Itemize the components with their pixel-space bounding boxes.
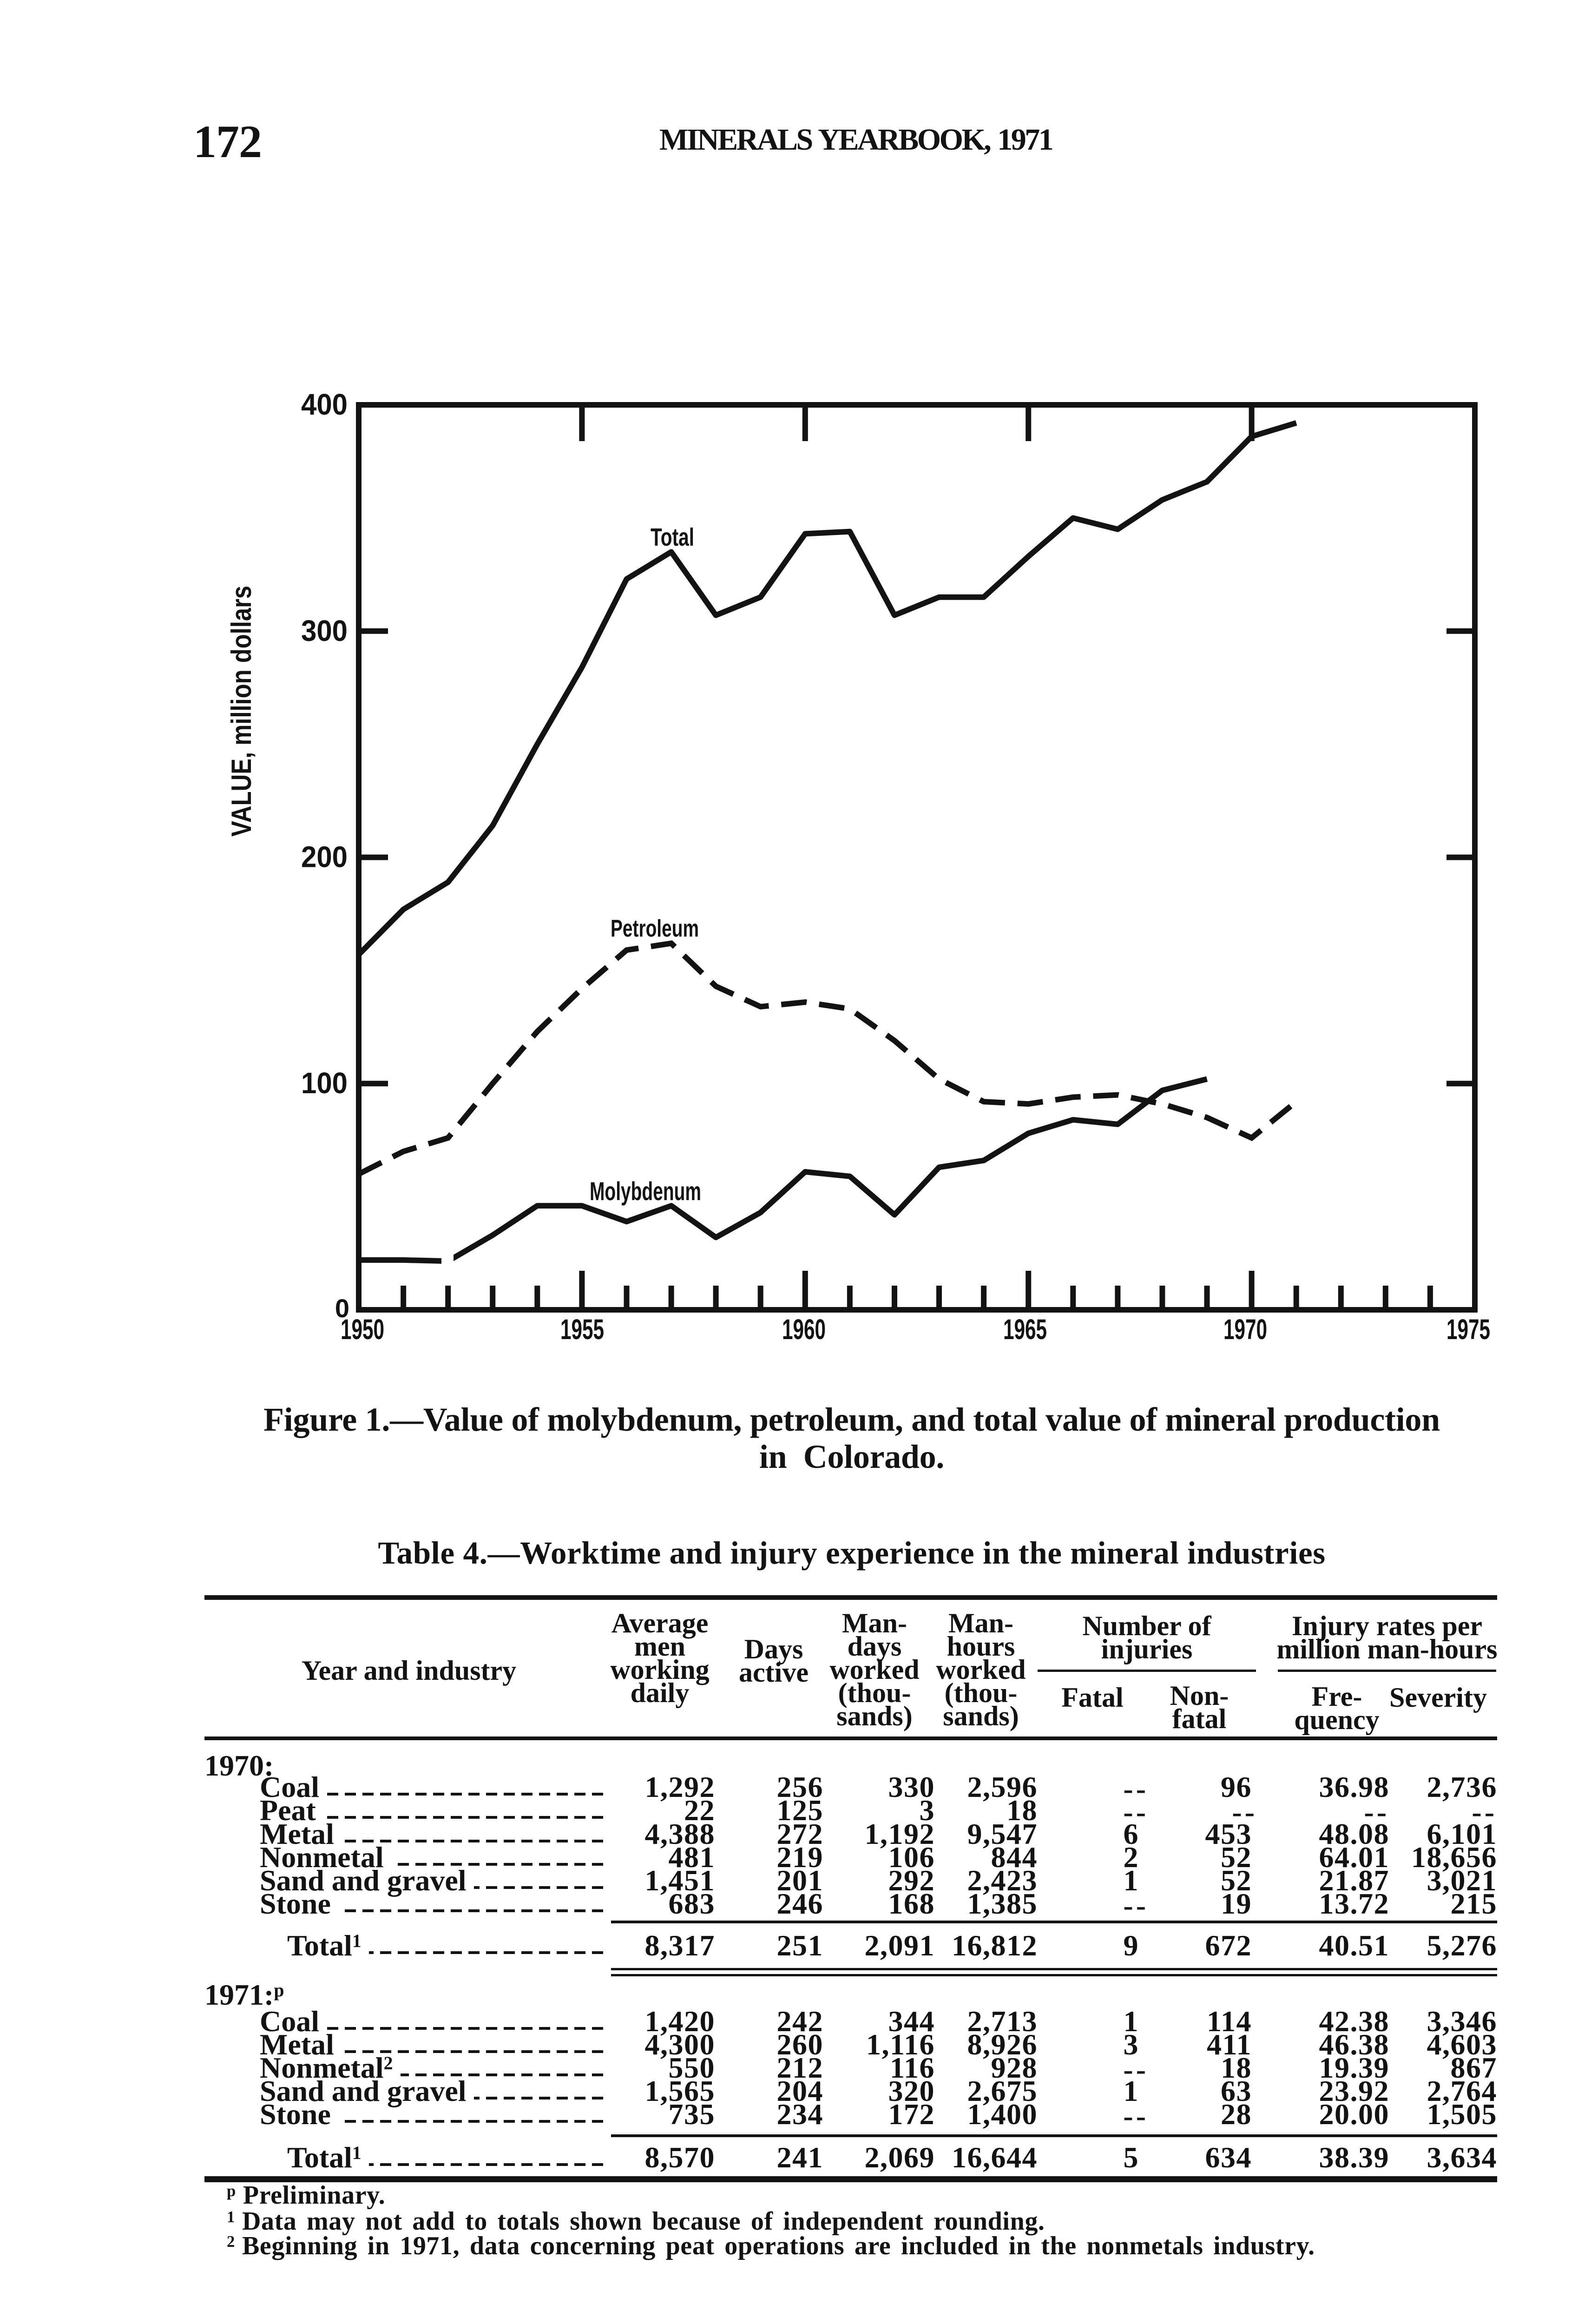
- svg-text:1950: 1950: [341, 1314, 384, 1345]
- svg-text:1970: 1970: [1223, 1314, 1267, 1345]
- svg-text:300: 300: [301, 614, 348, 647]
- svg-text:VALUE, million dollars: VALUE, million dollars: [226, 586, 257, 837]
- svg-text:1975: 1975: [1446, 1314, 1490, 1345]
- svg-text:200: 200: [301, 840, 348, 874]
- svg-text:1955: 1955: [560, 1314, 604, 1345]
- svg-text:Molybdenum: Molybdenum: [590, 1176, 701, 1206]
- svg-text:Petroleum: Petroleum: [611, 915, 699, 942]
- svg-text:Total: Total: [651, 523, 694, 551]
- svg-text:100: 100: [301, 1066, 348, 1100]
- svg-text:0: 0: [335, 1294, 349, 1323]
- svg-text:400: 400: [301, 388, 348, 421]
- svg-text:1960: 1960: [782, 1314, 826, 1345]
- svg-text:1965: 1965: [1003, 1314, 1047, 1345]
